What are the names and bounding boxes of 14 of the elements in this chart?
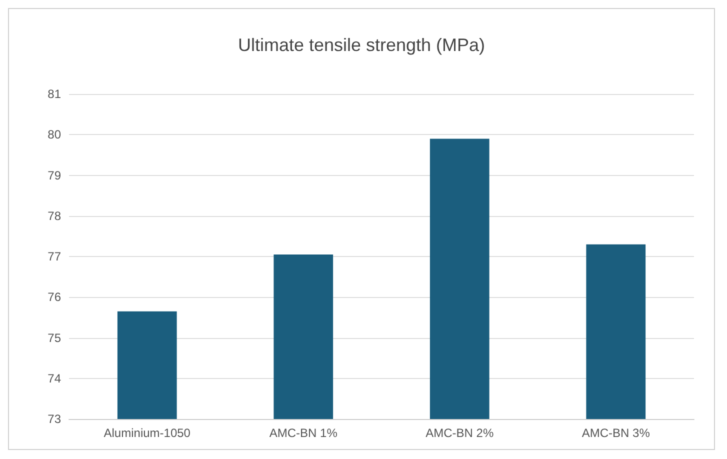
x-tick-label: AMC-BN 1% xyxy=(269,426,338,440)
y-tick-label: 80 xyxy=(48,128,62,142)
x-tick-label: Aluminium-1050 xyxy=(104,426,191,440)
y-tick-label: 77 xyxy=(48,250,62,264)
x-tick-label: AMC-BN 3% xyxy=(582,426,650,440)
y-tick-label: 76 xyxy=(48,290,62,304)
y-tick-label: 81 xyxy=(48,87,62,101)
y-tick-label: 74 xyxy=(48,371,62,386)
y-tick-label: 79 xyxy=(48,168,62,182)
chart-title: Ultimate tensile strength (MPa) xyxy=(238,35,486,55)
y-tick-label: 78 xyxy=(48,208,62,223)
y-tick-label: 73 xyxy=(48,412,62,426)
x-tick-label: AMC-BN 2% xyxy=(426,426,494,440)
y-tick-label: 75 xyxy=(48,330,62,345)
